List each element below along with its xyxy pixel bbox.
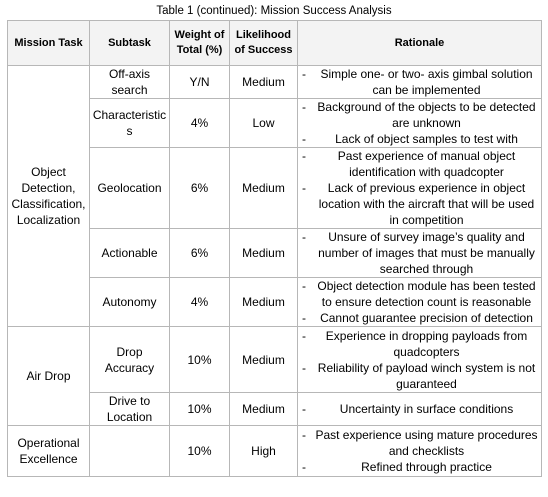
weight-cell: 10% — [169, 392, 230, 426]
likelihood-cell: Medium — [229, 326, 298, 393]
header-mission-task: Mission Task — [7, 20, 90, 66]
subtask-cell: Autonomy — [89, 277, 170, 327]
mission-task-cell: Object Detection, Classification, Locali… — [7, 65, 90, 327]
header-likelihood: Likelihood of Success — [229, 20, 298, 66]
table-row: Geolocation 6% Medium Past experience of… — [8, 147, 542, 229]
weight-cell: Y/N — [169, 65, 230, 99]
rationale-item: Refined through practice — [300, 459, 539, 475]
rationale-item: Reliability of payload winch system is n… — [300, 360, 539, 392]
weight-cell: 4% — [169, 98, 230, 148]
rationale-cell: Unsure of survey image’s quality and num… — [297, 228, 542, 278]
subtask-cell: Drive to Location — [89, 392, 170, 426]
rationale-item: Object detection module has been tested … — [300, 278, 539, 310]
table-row: Autonomy 4% Medium Object detection modu… — [8, 277, 542, 327]
weight-cell: 4% — [169, 277, 230, 327]
subtask-cell: Off-axis search — [89, 65, 170, 99]
subtask-cell: Drop Accuracy — [89, 326, 170, 393]
weight-cell: 6% — [169, 147, 230, 229]
header-row: Mission Task Subtask Weight of Total (%)… — [7, 20, 542, 66]
table-row: Drive to Location 10% Medium Uncertainty… — [8, 392, 542, 426]
rationale-item: Past experience of manual object identif… — [300, 148, 539, 180]
weight-cell: 10% — [169, 326, 230, 393]
rationale-cell: Experience in dropping payloads from qua… — [297, 326, 542, 393]
subtask-cell: Geolocation — [89, 147, 170, 229]
rationale-item: Past experience using mature procedures … — [300, 427, 539, 459]
weight-cell: 6% — [169, 228, 230, 278]
rationale-item: Cannot guarantee precision of detection — [300, 310, 539, 326]
mission-success-table: Mission Task Subtask Weight of Total (%)… — [7, 20, 542, 477]
table-row: Object Detection, Classification, Locali… — [7, 65, 542, 327]
rationale-item: Lack of previous experience in object lo… — [300, 180, 539, 228]
rationale-cell: Uncertainty in surface conditions — [297, 392, 542, 426]
rationale-item: Background of the objects to be detected… — [300, 99, 539, 131]
rationale-item: Simple one- or two- axis gimbal solution… — [300, 66, 539, 98]
rationale-item: Experience in dropping payloads from qua… — [300, 328, 539, 360]
header-subtask: Subtask — [89, 20, 170, 66]
likelihood-cell: Medium — [229, 228, 298, 278]
weight-cell: 10% — [169, 425, 230, 477]
rationale-cell: Background of the objects to be detected… — [297, 98, 542, 148]
table-row: Characteristics 4% Low Background of the… — [8, 98, 542, 148]
likelihood-cell: Medium — [229, 392, 298, 426]
mission-task-cell: Air Drop — [7, 326, 90, 426]
likelihood-cell: Medium — [229, 147, 298, 229]
likelihood-cell: Low — [229, 98, 298, 148]
likelihood-cell: High — [229, 425, 298, 477]
table-row: Actionable 6% Medium Unsure of survey im… — [8, 228, 542, 278]
subtask-cell: Characteristics — [89, 98, 170, 148]
rationale-cell: Object detection module has been tested … — [297, 277, 542, 327]
rationale-item: Unsure of survey image’s quality and num… — [300, 229, 539, 277]
table-caption: Table 1 (continued): Mission Success Ana… — [156, 5, 392, 17]
subtask-cell: Actionable — [89, 228, 170, 278]
mission-task-cell: Operational Excellence — [7, 425, 90, 477]
rationale-cell: Simple one- or two- axis gimbal solution… — [297, 65, 542, 99]
likelihood-cell: Medium — [229, 277, 298, 327]
likelihood-cell: Medium — [229, 65, 298, 99]
table-row: Operational Excellence 10% High Past exp… — [7, 425, 542, 477]
header-rationale: Rationale — [297, 20, 542, 66]
table-row: Air Drop Drop Accuracy 10% Medium Experi… — [7, 326, 542, 426]
rationale-cell: Past experience of manual object identif… — [297, 147, 542, 229]
rationale-item: Lack of object samples to test with — [300, 131, 539, 147]
subtask-cell — [89, 425, 170, 477]
rationale-cell: Past experience using mature procedures … — [297, 425, 542, 477]
rationale-item: Uncertainty in surface conditions — [300, 401, 539, 417]
header-weight: Weight of Total (%) — [169, 20, 230, 66]
